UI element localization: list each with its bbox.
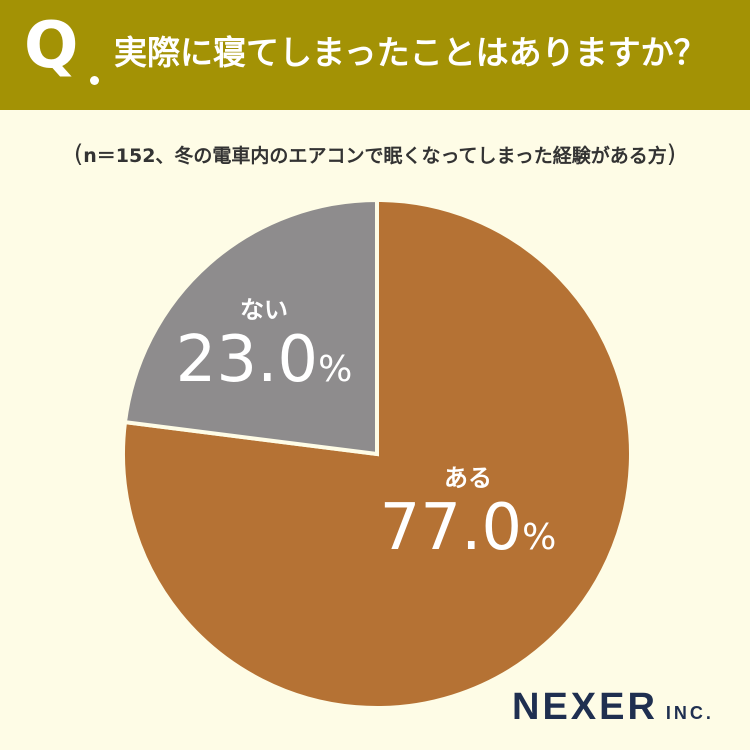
slice-category-aru: ある (444, 464, 492, 492)
slice-unit-nai: % (318, 348, 353, 390)
slice-unit-aru: % (522, 516, 557, 558)
question-title: 実際に寝てしまったことはありますか？ (114, 33, 707, 72)
pie-slice-nai (122, 197, 379, 457)
nexer-logo: NEXER INC. (512, 686, 714, 729)
slice-percent-aru: 77.0% (368, 493, 568, 563)
slice-value-nai: 23.0 (175, 322, 319, 397)
q-dot-decoration (90, 76, 99, 85)
sample-note-text: n＝152、冬の電車内のエアコンで眠くなってしまった経験がある方 (83, 145, 667, 167)
slice-percent-nai: 23.0% (164, 325, 364, 395)
sample-note-close-paren: ) (666, 140, 677, 168)
slice-value-aru: 77.0 (379, 490, 523, 565)
logo-suffix: INC. (665, 703, 714, 723)
sample-note-open-paren: ( (73, 140, 84, 168)
slice-category-nai: ない (240, 296, 288, 324)
logo-main: NEXER (512, 686, 658, 728)
slice-label-aru: ある 77.0% (368, 464, 568, 563)
question-header: Q 実際に寝てしまったことはありますか？ (0, 0, 750, 110)
q-mark: Q (24, 9, 79, 83)
slice-label-nai: ない 23.0% (164, 296, 364, 395)
sample-note: (n＝152、冬の電車内のエアコンで眠くなってしまった経験がある方) (0, 140, 750, 168)
